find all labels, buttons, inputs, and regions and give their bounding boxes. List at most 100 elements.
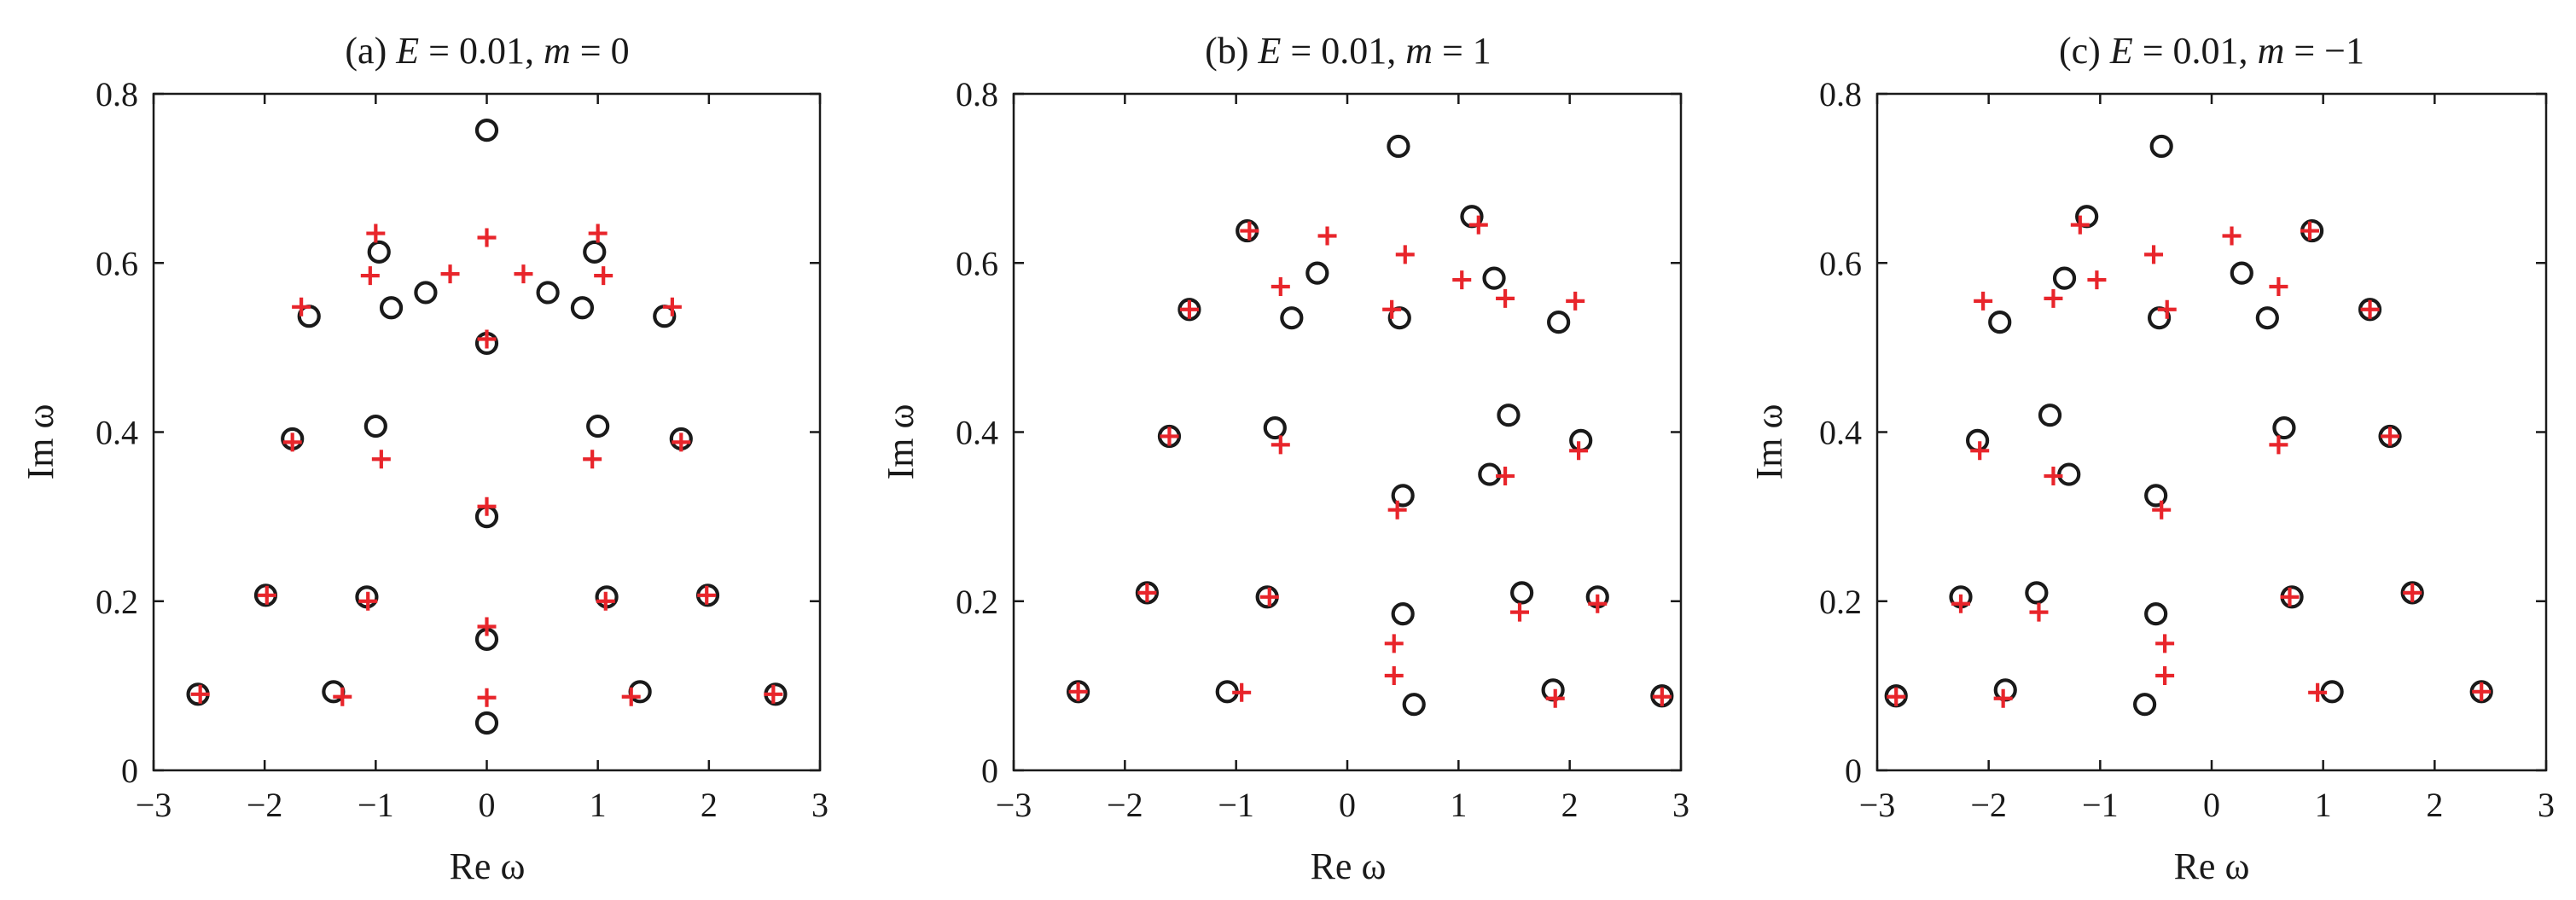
plus-point bbox=[360, 266, 380, 286]
y-tick-label: 0 bbox=[121, 752, 138, 790]
title-suffix: = 0 bbox=[571, 30, 630, 72]
plus-point bbox=[2269, 277, 2288, 297]
circle-point bbox=[536, 281, 560, 305]
plus-point bbox=[2403, 583, 2422, 602]
circle-point bbox=[2469, 680, 2493, 704]
plus-point bbox=[2157, 299, 2177, 319]
circle-point bbox=[1391, 602, 1415, 626]
plus-point bbox=[440, 264, 460, 284]
tick-layer: −3 −2 −1 0 1 2 3 0 0.2 0.4 0.6 0.8 bbox=[96, 75, 829, 824]
plus-point bbox=[1384, 665, 1404, 685]
plus-point bbox=[672, 433, 691, 452]
x-axis-label: Re ω bbox=[1311, 845, 1387, 887]
plus-point bbox=[2300, 221, 2319, 241]
circle-point bbox=[1263, 415, 1287, 440]
circle-point bbox=[1988, 311, 2012, 334]
plus-point bbox=[1588, 594, 1608, 613]
plus-point bbox=[662, 297, 682, 316]
x-tick-label: 3 bbox=[1672, 786, 1689, 824]
x-tick-label: −3 bbox=[136, 786, 172, 824]
tick-layer: −3 −2 −1 0 1 2 3 0 0.2 0.4 0.6 0.8 bbox=[1819, 75, 2555, 824]
plus-point bbox=[1317, 226, 1337, 246]
x-tick-label: 0 bbox=[479, 786, 496, 824]
circle-point bbox=[474, 711, 499, 735]
circle-point bbox=[474, 119, 499, 142]
plus-point bbox=[2269, 435, 2288, 455]
mark-layer bbox=[1884, 134, 2493, 717]
circle-point bbox=[1305, 261, 1329, 285]
circle-point bbox=[2230, 261, 2253, 285]
circle-point bbox=[1966, 428, 1990, 453]
title-var-m: m bbox=[1405, 30, 1433, 72]
y-tick-label: 0.8 bbox=[1819, 75, 1862, 113]
circle-point bbox=[2133, 693, 2157, 717]
plus-point bbox=[366, 224, 386, 243]
plus-point bbox=[514, 264, 533, 284]
x-tick-label: 2 bbox=[1561, 786, 1579, 824]
circle-point bbox=[2025, 581, 2049, 605]
panel-title: (a) E = 0.01, m = 0 bbox=[345, 30, 629, 72]
y-tick-label: 0.6 bbox=[1819, 244, 1862, 282]
plus-point bbox=[333, 687, 352, 706]
plus-point bbox=[2222, 226, 2242, 246]
plus-point bbox=[477, 496, 497, 516]
plus-point bbox=[1545, 688, 1565, 708]
circle-point bbox=[414, 281, 438, 305]
y-axis-label: Im ω bbox=[880, 404, 922, 480]
plus-point bbox=[764, 684, 783, 704]
x-axis-label: Re ω bbox=[2174, 845, 2250, 887]
y-tick-label: 0.8 bbox=[956, 75, 998, 113]
circle-point bbox=[2144, 602, 2168, 626]
x-tick-label: 2 bbox=[701, 786, 718, 824]
plus-point bbox=[2155, 665, 2175, 685]
x-tick-label: 0 bbox=[1339, 786, 1356, 824]
y-tick-label: 0.6 bbox=[956, 244, 998, 282]
circle-point bbox=[1387, 134, 1410, 159]
circle-point bbox=[1135, 581, 1160, 605]
plus-point bbox=[2360, 299, 2380, 319]
title-var-e: E bbox=[1257, 30, 1281, 72]
circle-point bbox=[1510, 581, 1534, 605]
plus-point bbox=[2155, 634, 2175, 653]
mark-layer bbox=[1066, 134, 1674, 717]
x-tick-label: 1 bbox=[1450, 786, 1467, 824]
circle-point bbox=[379, 296, 404, 320]
x-tick-label: −3 bbox=[1859, 786, 1896, 824]
title-prefix: (a) bbox=[345, 30, 396, 72]
plus-point bbox=[1382, 299, 1402, 319]
plus-point bbox=[2381, 427, 2400, 446]
y-axis-label: Im ω bbox=[20, 404, 61, 480]
x-tick-label: −2 bbox=[247, 786, 283, 824]
plus-point bbox=[1974, 291, 1993, 311]
circle-point bbox=[583, 240, 607, 264]
circle-point bbox=[570, 296, 595, 320]
plus-point bbox=[190, 684, 210, 704]
circle-point bbox=[322, 680, 346, 704]
panel-b: (b) E = 0.01, m = 1 −3 −2 −1 0 1 2 3 0 0.2 0.4 0.6… bbox=[880, 30, 1689, 887]
y-tick-label: 0.2 bbox=[1819, 583, 1862, 621]
circle-point bbox=[1066, 680, 1090, 704]
circle-point bbox=[1391, 484, 1415, 508]
plot-frame bbox=[152, 92, 822, 772]
y-tick-label: 0.4 bbox=[956, 414, 998, 452]
circle-point bbox=[1178, 298, 1201, 322]
x-tick-label: −1 bbox=[358, 786, 394, 824]
x-axis-label: Re ω bbox=[450, 845, 526, 887]
circle-point bbox=[2052, 266, 2077, 290]
mark-layer bbox=[186, 119, 788, 735]
plus-point bbox=[1652, 687, 1672, 706]
circle-point bbox=[2400, 581, 2424, 605]
x-tick-label: −3 bbox=[996, 786, 1032, 824]
circle-point bbox=[1402, 693, 1426, 717]
plus-point bbox=[697, 585, 717, 605]
plus-point bbox=[594, 266, 613, 286]
title-var-m: m bbox=[2258, 30, 2285, 72]
plus-point bbox=[1993, 688, 2013, 708]
plus-point bbox=[1496, 288, 1515, 308]
plus-point bbox=[371, 450, 391, 469]
plus-point bbox=[1452, 270, 1472, 290]
plus-point bbox=[2152, 500, 2172, 520]
panel-title: (c) E = 0.01, m = −1 bbox=[2059, 30, 2364, 72]
circle-point bbox=[2038, 404, 2062, 427]
plus-point bbox=[1068, 682, 1088, 701]
